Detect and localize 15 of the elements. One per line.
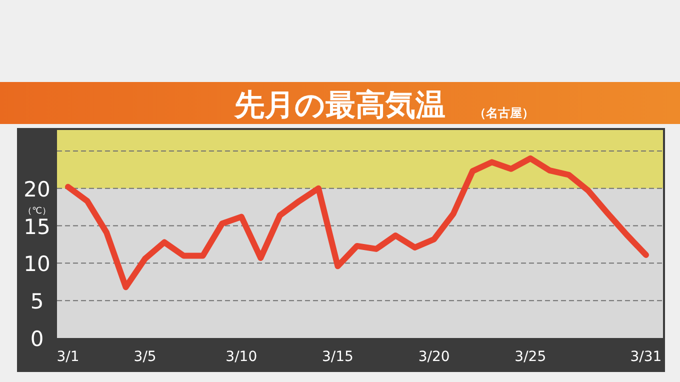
y-tick-label: 20 xyxy=(24,177,50,202)
x-tick-label: 3/31 xyxy=(630,349,662,365)
x-tick-label: 3/5 xyxy=(134,349,156,365)
x-tick-label: 3/20 xyxy=(418,349,450,365)
chart-title: 先月の最高気温 xyxy=(234,88,446,123)
chart-subtitle: （名古屋） xyxy=(474,106,534,120)
y-tick-label: 10 xyxy=(24,252,50,276)
y-axis-title: （℃） xyxy=(22,206,52,216)
y-tick-label: 5 xyxy=(30,290,44,314)
x-tick-label: 3/1 xyxy=(56,349,80,365)
x-tick-label: 3/15 xyxy=(322,349,354,365)
x-tick-label: 3/10 xyxy=(226,349,258,365)
y-tick-label: 15 xyxy=(24,214,50,239)
y-tick-label: 0 xyxy=(30,327,44,351)
x-tick-label: 3/25 xyxy=(514,349,546,365)
